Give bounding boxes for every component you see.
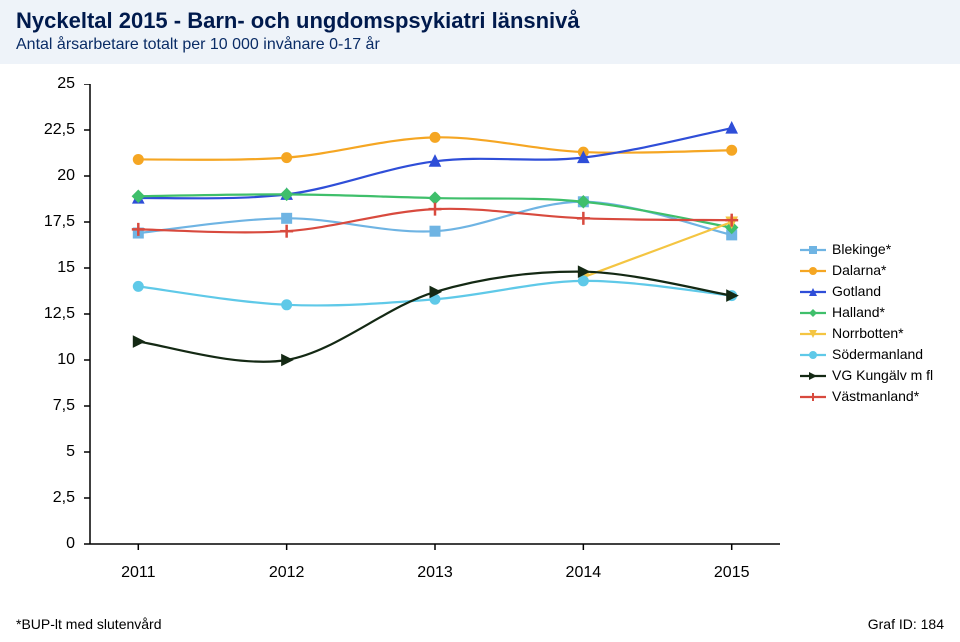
- legend-label: VG Kungälv m fl: [832, 365, 933, 386]
- y-tick-label: 20: [5, 167, 75, 185]
- legend-label: Dalarna*: [832, 260, 886, 281]
- y-tick-label: 0: [5, 535, 75, 553]
- footnote-right: Graf ID: 184: [868, 616, 944, 632]
- legend-label: Gotland: [832, 281, 881, 302]
- x-tick-label: 2012: [269, 564, 305, 582]
- page-subtitle: Antal årsarbetare totalt per 10 000 invå…: [16, 36, 944, 54]
- page-title: Nyckeltal 2015 - Barn- och ungdomspsykia…: [16, 8, 944, 34]
- y-tick-label: 10: [5, 351, 75, 369]
- legend-label: Blekinge*: [832, 239, 891, 260]
- y-tick-label: 12,5: [5, 305, 75, 323]
- y-tick-label: 5: [5, 443, 75, 461]
- legend-item: Västmanland*: [800, 386, 933, 407]
- legend-label: Norrbotten*: [832, 323, 904, 344]
- y-tick-label: 17,5: [5, 213, 75, 231]
- legend-label: Södermanland: [832, 344, 923, 365]
- x-tick-label: 2013: [417, 564, 453, 582]
- legend-item: Halland*: [800, 302, 933, 323]
- legend-item: Blekinge*: [800, 239, 933, 260]
- y-tick-label: 7,5: [5, 397, 75, 415]
- legend-item: Södermanland: [800, 344, 933, 365]
- legend-label: Halland*: [832, 302, 885, 323]
- legend-item: Norrbotten*: [800, 323, 933, 344]
- legend-label: Västmanland*: [832, 386, 919, 407]
- chart-area: 0 2,5 5 7,5 10 12,5 15 17,5 20 22,5 25 2011 2012 201…: [0, 64, 960, 584]
- line-chart: [80, 84, 780, 554]
- legend-item: Gotland: [800, 281, 933, 302]
- x-tick-label: 2014: [566, 564, 602, 582]
- x-tick-label: 2015: [714, 564, 750, 582]
- legend-item: Dalarna*: [800, 260, 933, 281]
- header: Nyckeltal 2015 - Barn- och ungdomspsykia…: [0, 0, 960, 64]
- legend-item: VG Kungälv m fl: [800, 365, 933, 386]
- y-tick-label: 2,5: [5, 489, 75, 507]
- y-tick-label: 22,5: [5, 121, 75, 139]
- legend: Blekinge*Dalarna*GotlandHalland*Norrbott…: [800, 239, 933, 407]
- x-tick-label: 2011: [121, 564, 155, 582]
- y-tick-label: 25: [5, 75, 75, 93]
- y-tick-label: 15: [5, 259, 75, 277]
- footnote-left: *BUP-lt med slutenvård: [16, 616, 162, 632]
